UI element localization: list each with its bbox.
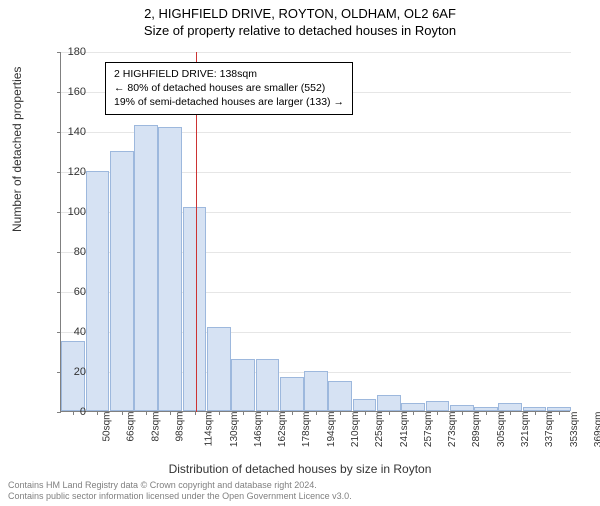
xtick-mark xyxy=(97,411,98,415)
footer-line-2: Contains public sector information licen… xyxy=(8,491,352,502)
xtick-label: 305sqm xyxy=(496,412,507,448)
histogram-bar xyxy=(86,171,110,411)
histogram-bar xyxy=(183,207,207,411)
page-subtitle: Size of property relative to detached ho… xyxy=(0,23,600,38)
ytick-label: 180 xyxy=(68,46,86,58)
xtick-label: 82sqm xyxy=(150,412,161,442)
gridline xyxy=(61,52,571,53)
xtick-mark xyxy=(146,411,147,415)
ytick-mark xyxy=(57,212,61,213)
ytick-label: 40 xyxy=(74,326,86,338)
ytick-mark xyxy=(57,252,61,253)
xtick-mark xyxy=(462,411,463,415)
xtick-mark xyxy=(437,411,438,415)
xtick-label: 130sqm xyxy=(229,412,240,448)
ytick-label: 0 xyxy=(80,406,86,418)
xtick-mark xyxy=(559,411,560,415)
histogram-bar xyxy=(377,395,401,411)
xtick-mark xyxy=(292,411,293,415)
histogram-bar xyxy=(426,401,450,411)
xtick-label: 146sqm xyxy=(253,412,264,448)
x-axis-label: Distribution of detached houses by size … xyxy=(0,462,600,476)
xtick-mark xyxy=(243,411,244,415)
xtick-label: 178sqm xyxy=(302,412,313,448)
xtick-label: 98sqm xyxy=(175,412,186,442)
histogram-bar xyxy=(280,377,304,411)
histogram-bar xyxy=(304,371,328,411)
xtick-label: 114sqm xyxy=(204,412,215,447)
ytick-label: 20 xyxy=(74,366,86,378)
histogram-bar xyxy=(353,399,377,411)
ytick-mark xyxy=(57,52,61,53)
xtick-mark xyxy=(122,411,123,415)
histogram-bar xyxy=(401,403,425,411)
ytick-label: 60 xyxy=(74,286,86,298)
xtick-mark xyxy=(267,411,268,415)
histogram-bar xyxy=(256,359,280,411)
annotation-box: 2 HIGHFIELD DRIVE: 138sqm← 80% of detach… xyxy=(105,62,353,115)
xtick-label: 50sqm xyxy=(102,412,113,442)
ytick-mark xyxy=(57,172,61,173)
xtick-mark xyxy=(170,411,171,415)
xtick-label: 225sqm xyxy=(374,412,385,448)
ytick-label: 100 xyxy=(68,206,86,218)
xtick-mark xyxy=(219,411,220,415)
ytick-mark xyxy=(57,412,61,413)
xtick-mark xyxy=(340,411,341,415)
xtick-label: 257sqm xyxy=(423,412,434,448)
histogram-bar xyxy=(158,127,182,411)
xtick-mark xyxy=(510,411,511,415)
ytick-label: 140 xyxy=(68,126,86,138)
xtick-mark xyxy=(316,411,317,415)
xtick-label: 162sqm xyxy=(277,412,288,448)
xtick-mark xyxy=(413,411,414,415)
histogram-bar xyxy=(110,151,134,411)
xtick-label: 194sqm xyxy=(326,412,337,448)
ytick-label: 80 xyxy=(74,246,86,258)
xtick-mark xyxy=(535,411,536,415)
histogram-chart: 50sqm66sqm82sqm98sqm114sqm130sqm146sqm16… xyxy=(60,52,570,412)
y-axis-label: Number of detached properties xyxy=(10,67,24,232)
ytick-label: 160 xyxy=(68,86,86,98)
xtick-mark xyxy=(73,411,74,415)
histogram-bar xyxy=(207,327,231,411)
page-title: 2, HIGHFIELD DRIVE, ROYTON, OLDHAM, OL2 … xyxy=(0,6,600,21)
annotation-line: 19% of semi-detached houses are larger (… xyxy=(114,95,344,109)
xtick-label: 289sqm xyxy=(472,412,483,448)
histogram-bar xyxy=(134,125,158,411)
xtick-label: 66sqm xyxy=(126,412,137,442)
ytick-mark xyxy=(57,292,61,293)
xtick-label: 353sqm xyxy=(569,412,580,448)
histogram-bar xyxy=(231,359,255,411)
xtick-label: 273sqm xyxy=(447,412,458,448)
ytick-mark xyxy=(57,132,61,133)
xtick-label: 321sqm xyxy=(520,412,531,448)
xtick-mark xyxy=(365,411,366,415)
histogram-bar xyxy=(498,403,522,411)
ytick-mark xyxy=(57,92,61,93)
xtick-label: 369sqm xyxy=(593,412,600,448)
ytick-label: 120 xyxy=(68,166,86,178)
xtick-label: 210sqm xyxy=(350,412,361,448)
annotation-line: 2 HIGHFIELD DRIVE: 138sqm xyxy=(114,67,344,81)
footer-line-1: Contains HM Land Registry data © Crown c… xyxy=(8,480,352,491)
xtick-label: 337sqm xyxy=(544,412,555,448)
ytick-mark xyxy=(57,332,61,333)
footer-attribution: Contains HM Land Registry data © Crown c… xyxy=(8,480,352,503)
histogram-bar xyxy=(328,381,352,411)
annotation-line: ← 80% of detached houses are smaller (55… xyxy=(114,81,344,95)
xtick-mark xyxy=(389,411,390,415)
xtick-mark xyxy=(486,411,487,415)
xtick-label: 241sqm xyxy=(399,412,410,448)
